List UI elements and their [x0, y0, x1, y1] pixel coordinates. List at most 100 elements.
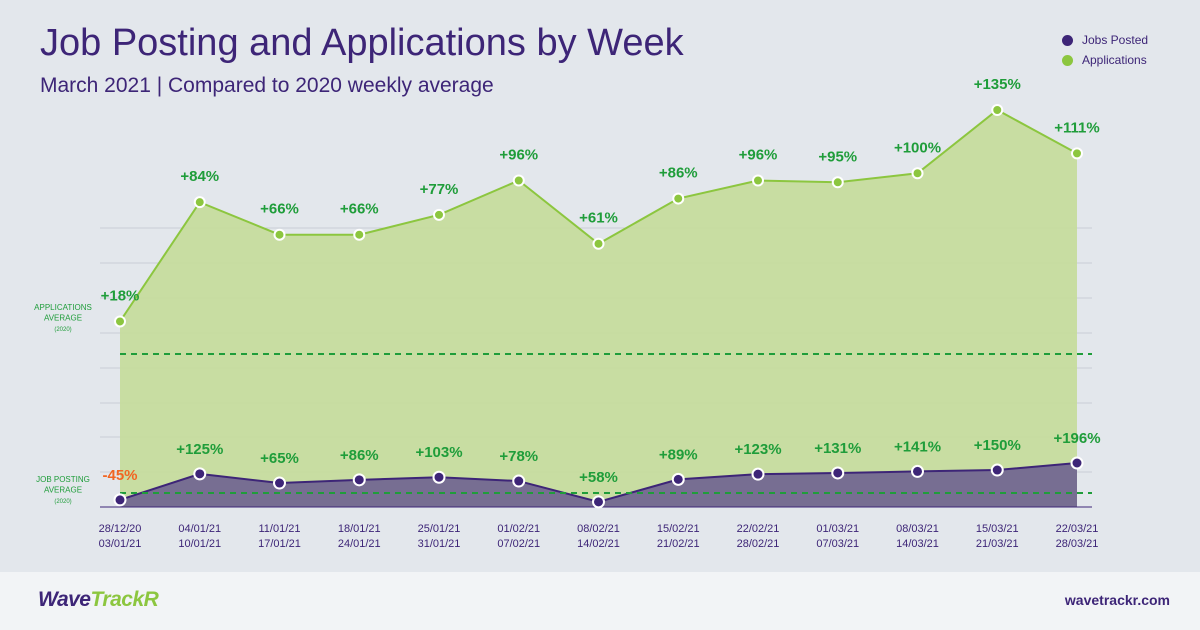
chart-subtitle: March 2021 | Compared to 2020 weekly ave…	[40, 74, 494, 97]
applications-average-label: (2020)	[54, 327, 71, 333]
x-tick-label: 10/01/21	[178, 538, 221, 550]
brand-logo: WaveTrackR	[38, 588, 159, 612]
x-tick-label: 17/01/21	[258, 538, 301, 550]
x-tick-label: 24/01/21	[338, 538, 381, 550]
applications-data-label: +84%	[180, 168, 219, 185]
applications-data-label: +66%	[260, 201, 299, 218]
jobs-data-label: +196%	[1053, 430, 1100, 447]
x-tick-label: 07/02/21	[497, 538, 540, 550]
x-tick-label: 15/03/21	[976, 523, 1019, 535]
applications-point	[672, 192, 685, 205]
applications-point	[512, 174, 525, 187]
jobs-point	[990, 463, 1004, 477]
applications-data-label: +96%	[739, 146, 778, 163]
applications-point	[353, 228, 366, 241]
applications-data-label: +77%	[420, 181, 459, 198]
jobs-data-label: +58%	[579, 469, 618, 486]
applications-point	[991, 104, 1004, 116]
x-tick-label: 04/01/21	[178, 523, 221, 535]
legend-dot-jobs-icon	[1062, 34, 1073, 46]
jobs-data-label: +89%	[659, 446, 698, 463]
x-tick-label: 25/01/21	[418, 523, 461, 535]
x-tick-label: 28/12/20	[99, 523, 142, 535]
x-tick-label: 22/03/21	[1056, 523, 1099, 535]
jobs-data-label: +150%	[974, 437, 1021, 454]
applications-point	[592, 237, 605, 250]
x-tick-label: 28/03/21	[1056, 538, 1099, 550]
applications-data-label: +111%	[1054, 119, 1099, 136]
applications-area	[120, 110, 1077, 507]
jobs-point	[432, 470, 446, 484]
website-link[interactable]: wavetrackr.com	[1064, 592, 1170, 608]
chart-title: Job Posting and Applications by Week	[40, 22, 684, 64]
applications-data-label: +86%	[659, 165, 698, 182]
jobs-average-label: JOB POSTING	[36, 475, 90, 484]
jobs-data-label: +123%	[734, 441, 781, 458]
x-tick-label: 22/02/21	[737, 523, 780, 535]
applications-data-label: +100%	[894, 139, 941, 156]
brand-main: Wave	[38, 588, 91, 611]
x-tick-label: 08/03/21	[896, 523, 939, 535]
applications-average-label: AVERAGE	[44, 314, 82, 323]
x-tick-label: 14/02/21	[577, 538, 620, 550]
x-tick-label: 11/01/21	[258, 523, 300, 535]
footer: WaveTrackR wavetrackr.com	[0, 572, 1200, 630]
applications-point	[911, 167, 924, 180]
jobs-data-label: -45%	[102, 467, 137, 484]
x-tick-label: 21/03/21	[976, 538, 1019, 550]
applications-data-label: +135%	[974, 76, 1021, 93]
jobs-data-label: +141%	[894, 438, 941, 455]
jobs-data-label: +65%	[260, 450, 299, 467]
jobs-data-label: +78%	[499, 448, 538, 465]
jobs-point	[273, 476, 286, 490]
x-tick-label: 15/02/21	[657, 523, 700, 535]
applications-point	[193, 196, 206, 209]
applications-point	[752, 174, 764, 187]
x-tick-label: 08/02/21	[577, 523, 620, 535]
applications-average-label: APPLICATIONS	[34, 303, 92, 312]
applications-data-label: +95%	[818, 148, 857, 165]
x-tick-label: 31/01/21	[418, 538, 461, 550]
jobs-point	[911, 464, 924, 478]
x-tick-label: 21/02/21	[657, 538, 700, 550]
x-tick-label: 28/02/21	[737, 538, 780, 550]
jobs-average-label: AVERAGE	[44, 486, 82, 495]
jobs-data-label: +86%	[340, 447, 379, 464]
jobs-point	[512, 474, 526, 488]
x-tick-label: 01/03/21	[816, 523, 859, 535]
jobs-point	[592, 495, 605, 509]
x-tick-label: 03/01/21	[99, 538, 142, 550]
x-tick-label: 01/02/21	[497, 523, 540, 535]
jobs-data-label: +131%	[814, 440, 861, 457]
applications-data-label: +61%	[579, 210, 618, 227]
applications-point	[433, 208, 445, 221]
jobs-point	[671, 472, 685, 486]
legend-label-applications: Applications	[1082, 53, 1147, 67]
chart-svg: APPLICATIONS AVERAGE (2020) JOB POSTING AVER…	[34, 76, 1100, 550]
jobs-point	[193, 467, 207, 481]
applications-data-label: +96%	[499, 146, 538, 163]
x-tick-label: 14/03/21	[896, 538, 939, 550]
legend-dot-applications-icon	[1062, 54, 1073, 66]
jobs-point	[113, 493, 127, 507]
jobs-point	[352, 473, 366, 487]
x-tick-label: 18/01/21	[338, 523, 381, 535]
legend-item-jobs: Jobs Posted	[1062, 30, 1148, 50]
jobs-data-label: +103%	[415, 444, 462, 461]
legend-item-applications: Applications	[1062, 50, 1148, 70]
applications-point	[831, 176, 844, 189]
jobs-data-label: +125%	[176, 441, 223, 458]
x-tick-label: 07/03/21	[816, 538, 859, 550]
jobs-point	[751, 467, 765, 481]
applications-point	[273, 228, 286, 241]
legend-label-jobs: Jobs Posted	[1082, 33, 1149, 47]
jobs-point	[1070, 456, 1084, 470]
jobs-average-label: (2020)	[54, 499, 71, 505]
applications-data-label: +18%	[101, 287, 140, 304]
applications-point	[114, 315, 126, 328]
applications-data-label: +66%	[340, 201, 379, 218]
applications-point	[1071, 147, 1083, 160]
legend: Jobs Posted Applications	[1062, 30, 1148, 70]
jobs-point	[831, 466, 845, 480]
brand-accent: TrackR	[90, 588, 159, 611]
